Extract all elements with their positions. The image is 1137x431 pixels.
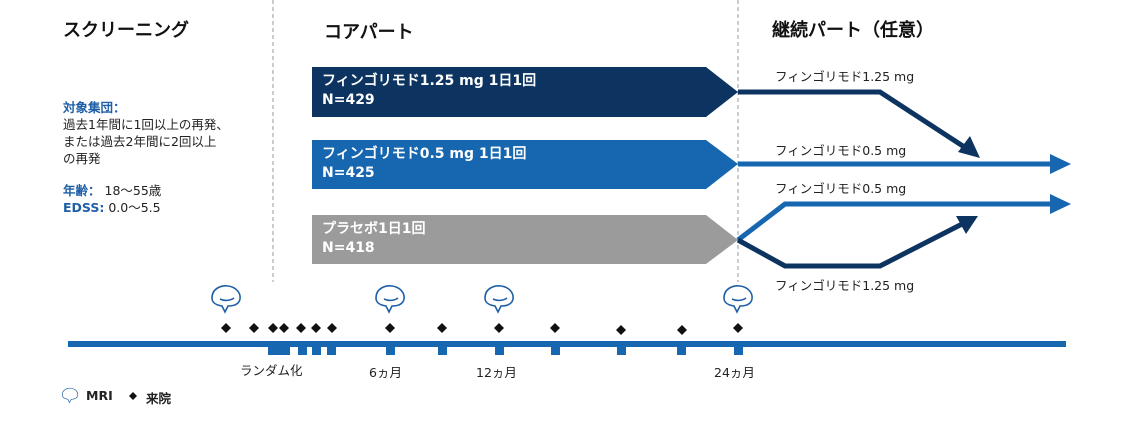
legend-mri-icon — [61, 387, 79, 404]
arm-1-label: フィンゴリモド1.25 mg 1日1回 N=429 — [312, 67, 702, 117]
visit-diamond — [327, 323, 337, 333]
arm-placebo-label: プラセボ1日1回 N=418 — [312, 215, 702, 265]
visit-diamond — [677, 325, 687, 335]
mri-icon — [723, 285, 753, 314]
age-label: 年齢： — [63, 183, 101, 198]
visit-diamond — [733, 323, 743, 333]
legend-visit-diamond-icon — [129, 392, 137, 400]
arm-1-bar — [312, 67, 738, 117]
population-line: の再発 — [63, 151, 101, 166]
visit-diamond — [550, 323, 560, 333]
timeline-tick — [438, 347, 447, 355]
timeline-ticks — [268, 347, 743, 355]
visit-markers — [221, 323, 743, 335]
visit-diamond — [279, 323, 289, 333]
timeline-label-12m: 12ヵ月 — [476, 365, 517, 380]
timeline-tick-randomization — [268, 347, 290, 355]
arm-placebo-n: N=418 — [322, 240, 375, 256]
age-row: 年齢： 18〜55歳 — [63, 182, 268, 199]
visit-diamond — [268, 323, 278, 333]
mri-icon — [211, 285, 241, 314]
timeline-tick-24m — [734, 347, 743, 355]
visit-diamond — [437, 323, 447, 333]
edss-label: EDSS: — [63, 200, 105, 215]
visit-diamond — [616, 325, 626, 335]
extension-arrow-placebo-to-0.5 — [736, 194, 1071, 242]
extension-arrow-arm2 — [738, 154, 1071, 174]
legend-mri-label: MRI — [86, 388, 113, 403]
population-label: 対象集団： — [63, 100, 126, 115]
arm-1-name: フィンゴリモド1.25 mg 1日1回 — [322, 73, 537, 89]
timeline-label-6m: 6ヵ月 — [369, 365, 402, 380]
arm-2-n: N=425 — [322, 165, 375, 181]
visit-diamond — [311, 323, 321, 333]
section-title-core: コアパート — [324, 22, 414, 43]
age-value: 18〜55歳 — [104, 183, 162, 198]
mri-icon — [375, 285, 405, 314]
extension-label-placebo-high: フィンゴリモド1.25 mg — [775, 278, 915, 293]
extension-arrow-arm1 — [738, 89, 980, 158]
inclusion-criteria: 対象集団： 過去1年間に1回以上の再発、 または過去2年間に2回以上 の再発 年… — [63, 99, 268, 216]
extension-label-placebo-low: フィンゴリモド0.5 mg — [775, 181, 907, 196]
arm-2-name: フィンゴリモド0.5 mg 1日1回 — [322, 146, 527, 162]
timeline-tick — [298, 347, 307, 355]
timeline-bar — [68, 341, 1066, 347]
visit-diamond — [296, 323, 306, 333]
timeline-tick — [551, 347, 560, 355]
arm-2-bar — [312, 140, 738, 189]
extension-arrow-placebo-to-1.25 — [736, 216, 978, 269]
mri-markers — [211, 285, 753, 314]
section-title-screening: スクリーニング — [63, 20, 189, 41]
legend-visit-label: 来院 — [146, 391, 172, 406]
timeline-tick — [327, 347, 336, 355]
timeline-tick — [312, 347, 321, 355]
population-line: または過去2年間に2回以上 — [63, 134, 217, 149]
visit-diamond — [221, 323, 231, 333]
timeline-tick — [677, 347, 686, 355]
timeline-tick — [617, 347, 626, 355]
mri-icon — [484, 285, 514, 314]
visit-diamond — [385, 323, 395, 333]
extension-label-arm1: フィンゴリモド1.25 mg — [775, 69, 915, 84]
edss-row: EDSS: 0.0〜5.5 — [63, 199, 268, 216]
population-line: 過去1年間に1回以上の再発、 — [63, 117, 229, 132]
timeline-label-24m: 24ヵ月 — [714, 365, 755, 380]
arm-placebo-bar — [312, 215, 738, 264]
arm-placebo-name: プラセボ1日1回 — [322, 221, 426, 237]
visit-diamond — [494, 323, 504, 333]
timeline-label-randomization: ランダム化 — [240, 363, 303, 378]
arm-2-label: フィンゴリモド0.5 mg 1日1回 N=425 — [312, 140, 702, 190]
edss-value: 0.0〜5.5 — [108, 200, 161, 215]
timeline-tick-6m — [386, 347, 395, 355]
extension-label-arm2: フィンゴリモド0.5 mg — [775, 143, 907, 158]
section-title-extension: 継続パート（任意） — [772, 20, 934, 41]
arm-1-n: N=429 — [322, 92, 375, 108]
visit-diamond — [249, 323, 259, 333]
timeline-tick-12m — [495, 347, 504, 355]
